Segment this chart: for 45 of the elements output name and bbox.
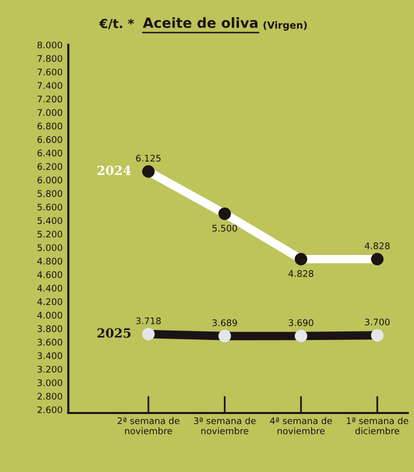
y-tick-label: 3.800	[38, 325, 62, 332]
y-tick-label: 5.600	[38, 204, 62, 211]
y-tick-label: 3.600	[38, 338, 62, 346]
y-tick-label: 7.400	[38, 82, 62, 89]
y-tick-label: 3.200	[38, 366, 62, 373]
y-tick-label: 5.000	[38, 244, 62, 252]
y-tick-label: 2.800	[38, 392, 62, 400]
data-label: 3.718	[136, 317, 161, 324]
y-tick-label: 8.000	[38, 42, 62, 48]
y-tick-label: 3.400	[38, 352, 62, 360]
x-tick-label: 3ª semana de noviembre	[194, 417, 256, 434]
y-tick-label: 7.800	[38, 55, 62, 62]
y-tick-label: 5.200	[38, 230, 62, 238]
y-tick-label: 6.800	[38, 122, 62, 130]
x-tick-label: 1ª semana de diciembre	[346, 417, 408, 434]
x-tick-label: 4ª semana de noviembre	[270, 417, 332, 434]
y-tick-label: 4.800	[37, 258, 62, 265]
y-tick-label: 4.600	[37, 271, 62, 278]
data-label: 3.689	[212, 319, 237, 326]
chart-subtitle: (Virgen)	[264, 21, 307, 31]
y-tick-label: 6.400	[38, 150, 62, 156]
y-tick-label: 7.200	[38, 96, 62, 102]
x-tick-label: 2ª semana de noviembre	[118, 417, 180, 434]
y-tick-label: 7.600	[38, 68, 62, 76]
data-label: 6.125	[136, 154, 161, 162]
y-tick-label: 5.800	[38, 190, 62, 198]
y-tick-label: 7.000	[38, 109, 62, 116]
y-tick-label: 6.000	[38, 176, 62, 184]
chart-title: Aceite de oliva	[142, 17, 258, 28]
y-tick-label: 4.000	[37, 312, 62, 319]
series-label: 2025	[98, 328, 131, 338]
data-label: 3.700	[365, 318, 390, 326]
y-tick-label: 4.200	[37, 298, 62, 306]
y-axis-title: €/t. *	[99, 18, 134, 30]
y-tick-label: 2.600	[38, 406, 62, 414]
data-label: 4.828	[364, 242, 390, 250]
y-tick-label: 3.000	[38, 379, 62, 386]
y-tick-label: 6.600	[38, 136, 62, 143]
series-label: 2024	[98, 166, 131, 176]
y-tick-label: 6.200	[38, 163, 62, 170]
y-tick-label: 5.400	[38, 217, 62, 224]
data-label: 4.828	[288, 270, 314, 278]
y-tick-label: 4.400	[37, 284, 62, 292]
data-label: 5.500	[212, 224, 238, 232]
data-label: 3.690	[288, 319, 314, 326]
